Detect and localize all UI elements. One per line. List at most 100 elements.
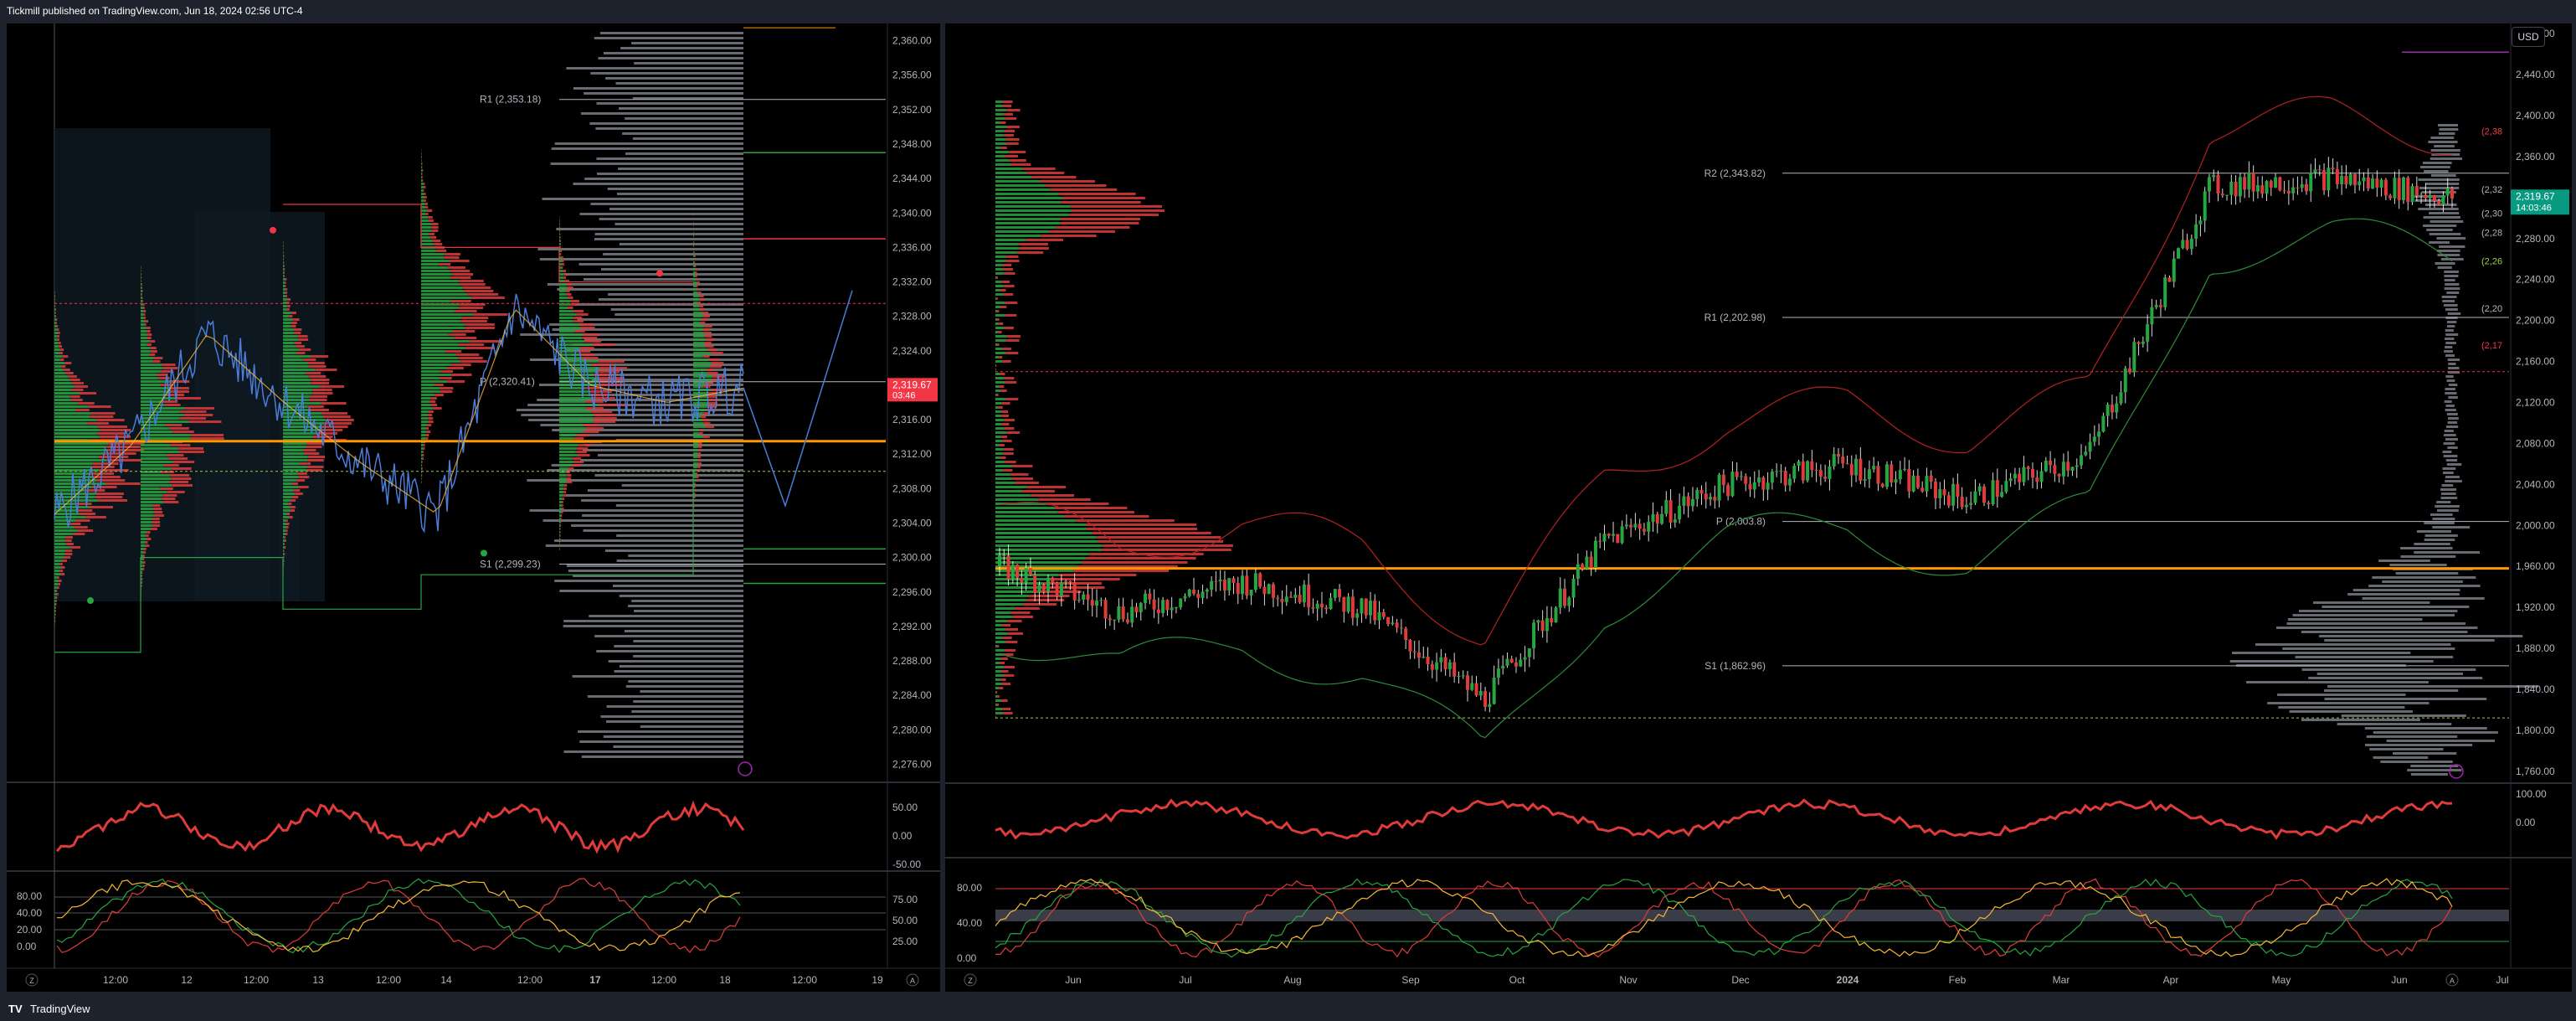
- session-profile-sell-bar: [580, 327, 595, 329]
- session-profile-sell-bar: [59, 580, 62, 582]
- volume-profile-bar: [542, 198, 743, 200]
- session-profile-buy-bar: [421, 273, 453, 276]
- profile-buy-bar: [995, 553, 1089, 555]
- axis-control-icon: [2445, 973, 2459, 987]
- volume-profile-bar: [602, 389, 743, 391]
- session-profile-buy-bar: [693, 338, 707, 341]
- session-profile-sell-bar: [284, 265, 285, 267]
- session-profile-sell-bar: [710, 365, 722, 368]
- session-profile-buy-bar: [421, 186, 424, 188]
- candle-body: [2419, 194, 2424, 196]
- session-profile-buy-bar: [141, 514, 155, 517]
- candle-body: [1258, 573, 1262, 587]
- left-chart-panel[interactable]: 2,360.00 2,356.00 2,352.00 2,348.00 2,344.00…: [7, 23, 940, 992]
- session-profile-sell-bar: [424, 203, 429, 205]
- right-chart-svg[interactable]: R2 (2,343.82)R1 (2,202.98)P (2,003.8)S1 …: [945, 23, 2572, 992]
- volume-profile-bar: [2424, 170, 2449, 173]
- volume-profile-bar: [2435, 262, 2455, 265]
- session-profile-buy-bar: [54, 476, 95, 478]
- profile-buy-bar: [995, 159, 1010, 162]
- session-profile-buy-bar: [54, 613, 55, 616]
- session-profile-sell-bar: [573, 437, 584, 440]
- session-profile-buy-bar: [54, 583, 59, 585]
- profile-buy-bar: [995, 482, 1015, 484]
- session-profile-sell-bar: [568, 286, 573, 289]
- candle-body: [1404, 628, 1408, 640]
- session-profile-buy-bar: [54, 590, 56, 592]
- session-profile-sell-bar: [559, 534, 561, 537]
- session-profile-buy-bar: [283, 362, 308, 364]
- session-profile-sell-bar: [427, 209, 433, 212]
- price-axis-label: 2,360.00: [892, 35, 932, 47]
- candle-body: [1165, 600, 1170, 611]
- profile-sell-bar: [1003, 448, 1014, 451]
- session-profile-buy-bar: [54, 399, 72, 401]
- profile-sell-bar: [998, 406, 1003, 409]
- time-axis-label: Sep: [1401, 974, 1420, 986]
- candle-body: [1319, 603, 1324, 608]
- volume-profile-bar: [609, 208, 743, 210]
- volume-profile-bar: [619, 595, 743, 597]
- session-profile-sell-bar: [695, 271, 697, 274]
- session-profile-buy-bar: [54, 506, 90, 508]
- session-profile-sell-bar: [694, 486, 696, 488]
- session-profile-sell-bar: [574, 330, 585, 333]
- profile-sell-bar: [999, 322, 1004, 325]
- volume-profile-bar: [520, 333, 743, 336]
- session-profile-buy-bar: [559, 307, 568, 309]
- session-profile-buy-bar: [693, 449, 698, 451]
- volume-profile-bar: [2448, 417, 2459, 420]
- candle-body: [2340, 175, 2344, 185]
- session-profile-buy-bar: [559, 323, 580, 326]
- session-profile-buy-bar: [54, 422, 87, 425]
- volume-profile-bar: [572, 675, 743, 678]
- session-profile-buy-bar: [693, 459, 698, 462]
- volume-profile-bar: [2414, 543, 2450, 545]
- left-chart-svg[interactable]: 2,360.002,356.002,352.002,348.002,344.00…: [7, 23, 940, 992]
- candle-body: [1792, 466, 1797, 479]
- session-profile-buy-bar: [559, 333, 584, 336]
- candle-body: [1806, 461, 1810, 481]
- session-profile-sell-bar: [696, 285, 698, 287]
- session-profile-sell-bar: [285, 288, 288, 291]
- session-profile-sell-bar: [146, 544, 150, 547]
- oscillator-axis-label: 40.00: [17, 907, 42, 919]
- volume-profile-bar: [571, 353, 743, 356]
- session-profile-buy-bar: [141, 330, 147, 333]
- profile-buy-bar: [995, 645, 997, 647]
- session-profile-buy-bar: [54, 379, 70, 381]
- session-profile-sell-bar: [65, 543, 74, 545]
- candle-body: [1461, 675, 1465, 677]
- volume-profile-bar: [539, 258, 743, 260]
- volume-profile-bar: [2447, 421, 2458, 424]
- candle-body: [1717, 474, 1721, 501]
- oscillator-axis-label: 50.00: [892, 802, 918, 813]
- candle-body: [2136, 342, 2141, 344]
- candle-body: [1783, 471, 1787, 486]
- session-profile-buy-bar: [283, 526, 286, 529]
- session-profile-sell-bar: [285, 519, 288, 522]
- session-profile-buy-bar: [559, 297, 568, 299]
- price-axis-label: 2,240.00: [2516, 274, 2555, 286]
- session-profile-buy-bar: [421, 229, 432, 232]
- candle-body: [2084, 451, 2088, 456]
- session-profile-sell-bar: [447, 266, 465, 269]
- profile-buy-bar: [995, 389, 1001, 392]
- right-chart-panel[interactable]: R2 (2,343.82) R1 (2,202.98) P (2,003.8) S1 …: [945, 23, 2572, 992]
- session-profile-buy-bar: [54, 419, 97, 421]
- volume-profile-bar: [2301, 719, 2420, 721]
- volume-profile-bar: [2446, 291, 2460, 294]
- candle-body: [998, 555, 1001, 567]
- session-profile-buy-bar: [54, 596, 57, 599]
- session-profile-sell-bar: [71, 382, 84, 384]
- volume-profile-bar: [2448, 384, 2458, 386]
- session-profile-sell-bar: [96, 479, 126, 482]
- session-profile-buy-bar: [283, 281, 285, 284]
- currency-button[interactable]: USD: [2512, 27, 2545, 47]
- volume-profile-bar: [2444, 430, 2454, 432]
- session-profile-buy-bar: [141, 347, 151, 349]
- session-profile-buy-bar: [421, 347, 465, 349]
- candle-body: [1581, 564, 1585, 570]
- candle-body: [1399, 627, 1403, 629]
- profile-buy-bar: [995, 377, 1005, 379]
